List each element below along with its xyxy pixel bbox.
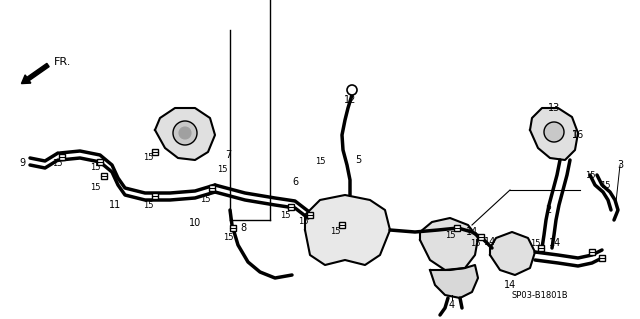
- Bar: [599, 255, 605, 261]
- Text: 11: 11: [109, 200, 121, 210]
- Text: 14: 14: [466, 227, 478, 237]
- Text: 15: 15: [298, 218, 308, 226]
- Text: 15: 15: [470, 239, 480, 248]
- Text: 15: 15: [143, 201, 153, 210]
- Text: 15: 15: [200, 196, 211, 204]
- Text: 15: 15: [90, 164, 100, 173]
- Text: 2: 2: [545, 205, 551, 215]
- Bar: [230, 225, 236, 231]
- Bar: [339, 222, 345, 228]
- Bar: [288, 204, 294, 210]
- Bar: [478, 234, 484, 240]
- Bar: [152, 193, 158, 199]
- Bar: [589, 249, 595, 255]
- Bar: [307, 212, 313, 218]
- Text: 15: 15: [585, 170, 595, 180]
- Text: 15: 15: [52, 159, 62, 167]
- Text: 15: 15: [217, 166, 227, 174]
- Text: 15: 15: [280, 211, 291, 219]
- Bar: [454, 225, 460, 231]
- Polygon shape: [420, 218, 478, 270]
- Text: 14: 14: [549, 238, 561, 248]
- Text: 15: 15: [90, 182, 100, 191]
- Bar: [101, 173, 107, 179]
- Bar: [152, 149, 158, 155]
- Bar: [538, 245, 544, 251]
- Text: 8: 8: [240, 223, 246, 233]
- Text: 15: 15: [143, 153, 153, 162]
- Text: SP03-B1801B: SP03-B1801B: [512, 291, 568, 300]
- Text: 15: 15: [600, 181, 611, 189]
- Polygon shape: [305, 195, 390, 265]
- Text: 15: 15: [445, 231, 455, 240]
- Polygon shape: [530, 108, 578, 160]
- Bar: [59, 154, 65, 160]
- Polygon shape: [490, 232, 535, 275]
- Text: 12: 12: [344, 95, 356, 105]
- Text: 15: 15: [330, 227, 340, 236]
- Polygon shape: [430, 265, 478, 298]
- Text: 15: 15: [315, 158, 325, 167]
- Text: FR.: FR.: [54, 57, 72, 67]
- Text: 3: 3: [617, 160, 623, 170]
- Text: 1: 1: [572, 130, 578, 140]
- Text: 15: 15: [223, 234, 233, 242]
- Bar: [97, 159, 103, 165]
- Text: 10: 10: [189, 218, 201, 228]
- FancyArrow shape: [22, 63, 49, 84]
- Text: 13: 13: [548, 103, 560, 113]
- Circle shape: [544, 122, 564, 142]
- Text: 9: 9: [19, 158, 25, 168]
- Text: 4: 4: [449, 300, 455, 310]
- Text: 5: 5: [355, 155, 361, 165]
- Circle shape: [347, 85, 357, 95]
- Text: 7: 7: [225, 150, 231, 160]
- Text: 6: 6: [292, 177, 298, 187]
- Text: 15: 15: [530, 240, 540, 249]
- Polygon shape: [155, 108, 215, 160]
- Text: 14: 14: [484, 237, 496, 247]
- Bar: [209, 185, 215, 191]
- Text: 14: 14: [504, 280, 516, 290]
- Circle shape: [173, 121, 197, 145]
- Text: 16: 16: [572, 130, 584, 140]
- Circle shape: [179, 127, 191, 139]
